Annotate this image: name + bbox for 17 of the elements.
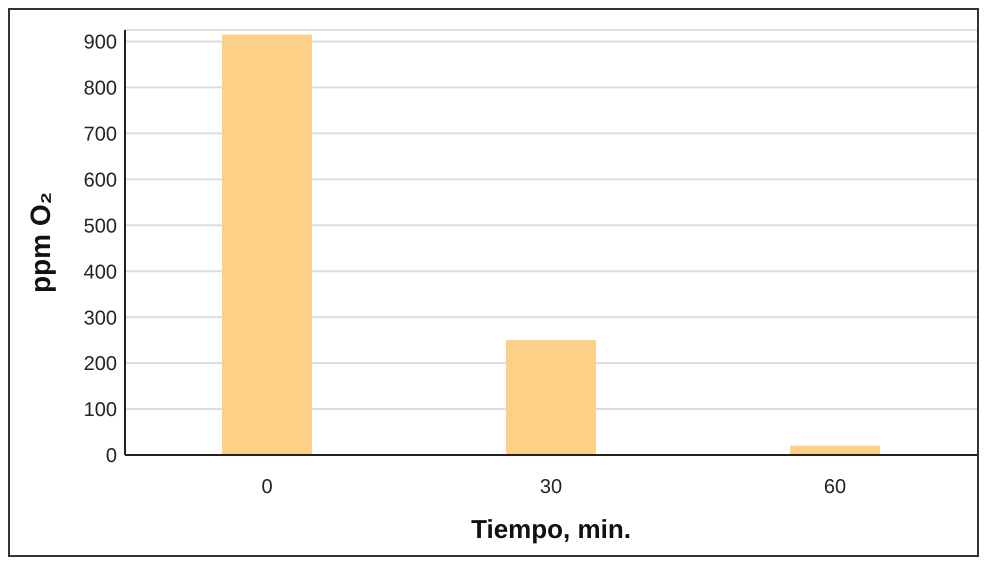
y-tick-label: 900 <box>84 32 117 54</box>
y-tick-label: 600 <box>84 169 117 192</box>
y-axis-title: ppm O₂ <box>24 192 56 294</box>
bar <box>506 340 596 455</box>
y-tick-label: 0 <box>106 445 117 468</box>
y-tick-label: 400 <box>84 261 117 284</box>
x-axis-title: Tiempo, min. <box>471 514 631 544</box>
bar <box>222 34 312 455</box>
y-tick-label: 100 <box>84 399 117 422</box>
x-tick-label: 30 <box>540 476 562 498</box>
x-tick-label: 0 <box>261 476 273 498</box>
y-tick-label: 300 <box>84 307 117 330</box>
x-tick-label: 60 <box>824 476 846 498</box>
y-tick-label: 200 <box>84 353 117 376</box>
y-tick-label: 800 <box>84 78 117 100</box>
y-tick-label: 500 <box>84 215 117 238</box>
y-tick-label: 700 <box>84 123 117 146</box>
